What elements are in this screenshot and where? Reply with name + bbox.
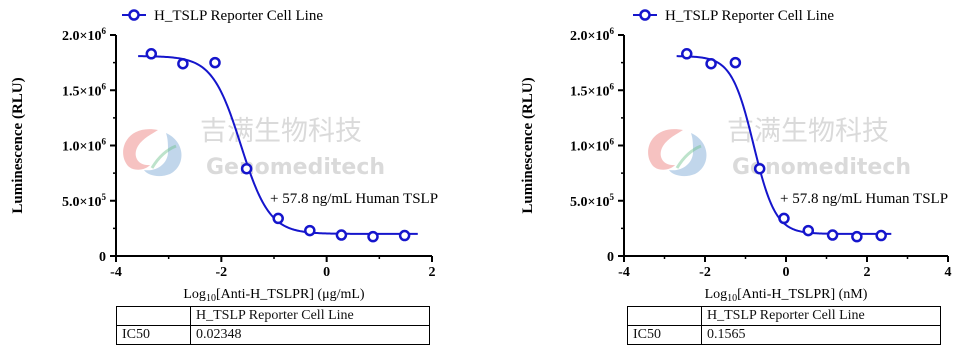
data-point	[802, 224, 815, 237]
annotation-text: + 57.8 ng/mL Human TSLP	[270, 191, 438, 207]
x-tick-label: 2	[864, 265, 871, 280]
table-row: IC50 0.1565	[627, 325, 941, 345]
table-row: H_TSLP Reporter Cell Line	[627, 306, 941, 326]
x-tick-label: 0	[323, 265, 330, 280]
chart-panel-right: 0 5.0×105 1.0×106 1.5×106 2.0×106 -4 -2 0 2 4 Lumi…	[520, 8, 952, 304]
legend-marker	[639, 9, 651, 21]
data-point	[177, 57, 189, 70]
data-point	[729, 56, 742, 69]
table-cell-empty	[116, 306, 191, 326]
data-point	[240, 162, 253, 175]
y-tick-label: 1.0×106	[62, 137, 106, 155]
y-tick-label: 0	[99, 250, 106, 265]
data-point	[851, 230, 863, 243]
data-point	[272, 212, 284, 225]
table-row-value: 0.02348	[190, 325, 430, 345]
x-tick-label: -2	[215, 265, 227, 280]
x-axis-title: Log10[Anti-H_TSLPR] (μg/mL)	[183, 287, 365, 304]
data-point	[753, 162, 766, 175]
table-header-cell: H_TSLP Reporter Cell Line	[701, 306, 941, 326]
x-tick-label: -2	[699, 265, 711, 280]
data-point	[778, 212, 790, 225]
y-tick-label: 5.0×105	[570, 192, 614, 210]
legend: H_TSLP Reporter Cell Line	[122, 8, 323, 24]
data-point	[826, 229, 839, 241]
y-axis-title: Luminescence (RLU)	[520, 77, 536, 213]
y-axis-title: Luminescence (RLU)	[10, 77, 26, 213]
ic50-table-left: H_TSLP Reporter Cell Line IC50 0.02348	[116, 306, 430, 345]
legend: H_TSLP Reporter Cell Line	[633, 8, 834, 24]
x-axis-title: Log10[Anti-H_TSLPR] (nM)	[705, 287, 868, 304]
x-tick-label: 4	[945, 265, 952, 280]
table-row-value: 0.1565	[701, 325, 941, 345]
annotation-text: + 57.8 ng/mL Human TSLP	[780, 191, 948, 207]
chart-panel-left: 0 5.0×105 1.0×106 1.5×106 2.0×106 -4 -2 0 2 Lumin…	[10, 8, 438, 304]
y-tick-label: 2.0×106	[570, 26, 614, 44]
data-point	[304, 224, 316, 237]
data-point	[398, 229, 411, 242]
table-cell-empty	[627, 306, 702, 326]
x-tick-label: -4	[618, 265, 630, 280]
watermark-logo-icon	[648, 129, 707, 177]
x-tick-label: 0	[783, 265, 790, 280]
y-tick-label: 1.0×106	[570, 137, 614, 155]
watermark-en-text: Genomeditech	[206, 155, 385, 180]
data-point	[335, 229, 348, 241]
y-tick-label: 2.0×106	[62, 26, 106, 44]
y-tick-label: 1.5×106	[62, 81, 106, 99]
watermark-cn-text: 吉满生物科技	[200, 116, 362, 147]
watermark-logo-icon	[123, 129, 182, 177]
table-row-label: IC50	[627, 325, 702, 345]
data-point	[705, 57, 717, 70]
table-row: IC50 0.02348	[116, 325, 430, 345]
ic50-table-right: H_TSLP Reporter Cell Line IC50 0.1565	[627, 306, 941, 345]
y-tick-label: 5.0×105	[62, 192, 106, 210]
watermark-right: 吉满生物科技 Genomeditech	[648, 116, 911, 180]
legend-marker	[128, 9, 140, 21]
legend-label: H_TSLP Reporter Cell Line	[154, 8, 323, 24]
x-tick-label: -4	[110, 265, 122, 280]
data-point	[367, 230, 379, 243]
legend-label: H_TSLP Reporter Cell Line	[665, 8, 834, 24]
data-point	[209, 56, 221, 69]
data-point	[145, 48, 158, 60]
table-header-cell: H_TSLP Reporter Cell Line	[190, 306, 430, 326]
watermark-left: 吉满生物科技 Genomeditech	[123, 116, 385, 180]
data-point	[681, 48, 693, 60]
data-point	[875, 229, 887, 242]
y-tick-label: 0	[607, 250, 614, 265]
y-tick-label: 1.5×106	[570, 81, 614, 99]
table-row-label: IC50	[116, 325, 191, 345]
table-row: H_TSLP Reporter Cell Line	[116, 306, 430, 326]
x-tick-label: 2	[429, 265, 436, 280]
watermark-cn-text: 吉满生物科技	[727, 116, 889, 147]
